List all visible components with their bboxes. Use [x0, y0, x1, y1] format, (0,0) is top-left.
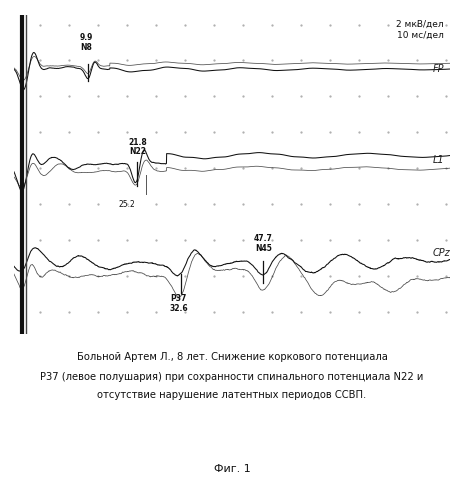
Text: 21.8
N22: 21.8 N22 [128, 138, 146, 157]
Text: CPz: CPz [432, 248, 450, 258]
Text: Фиг. 1: Фиг. 1 [213, 464, 250, 474]
Text: 9.9
N8: 9.9 N8 [79, 33, 93, 52]
Text: 2 мкВ/дел
10 мс/дел: 2 мкВ/дел 10 мс/дел [395, 20, 443, 40]
Text: Р37 (левое полушария) при сохранности спинального потенциала N22 и: Р37 (левое полушария) при сохранности сп… [40, 372, 423, 382]
Text: FP: FP [432, 64, 443, 74]
Text: 25.2: 25.2 [118, 200, 135, 209]
Text: P37
32.6: P37 32.6 [169, 294, 188, 313]
Text: 47.7
N45: 47.7 N45 [253, 234, 272, 253]
Text: отсутствие нарушение латентных периодов ССВП.: отсутствие нарушение латентных периодов … [97, 390, 366, 400]
Text: L1: L1 [432, 155, 443, 165]
Text: Больной Артем Л., 8 лет. Снижение коркового потенциала: Больной Артем Л., 8 лет. Снижение корков… [76, 352, 387, 362]
